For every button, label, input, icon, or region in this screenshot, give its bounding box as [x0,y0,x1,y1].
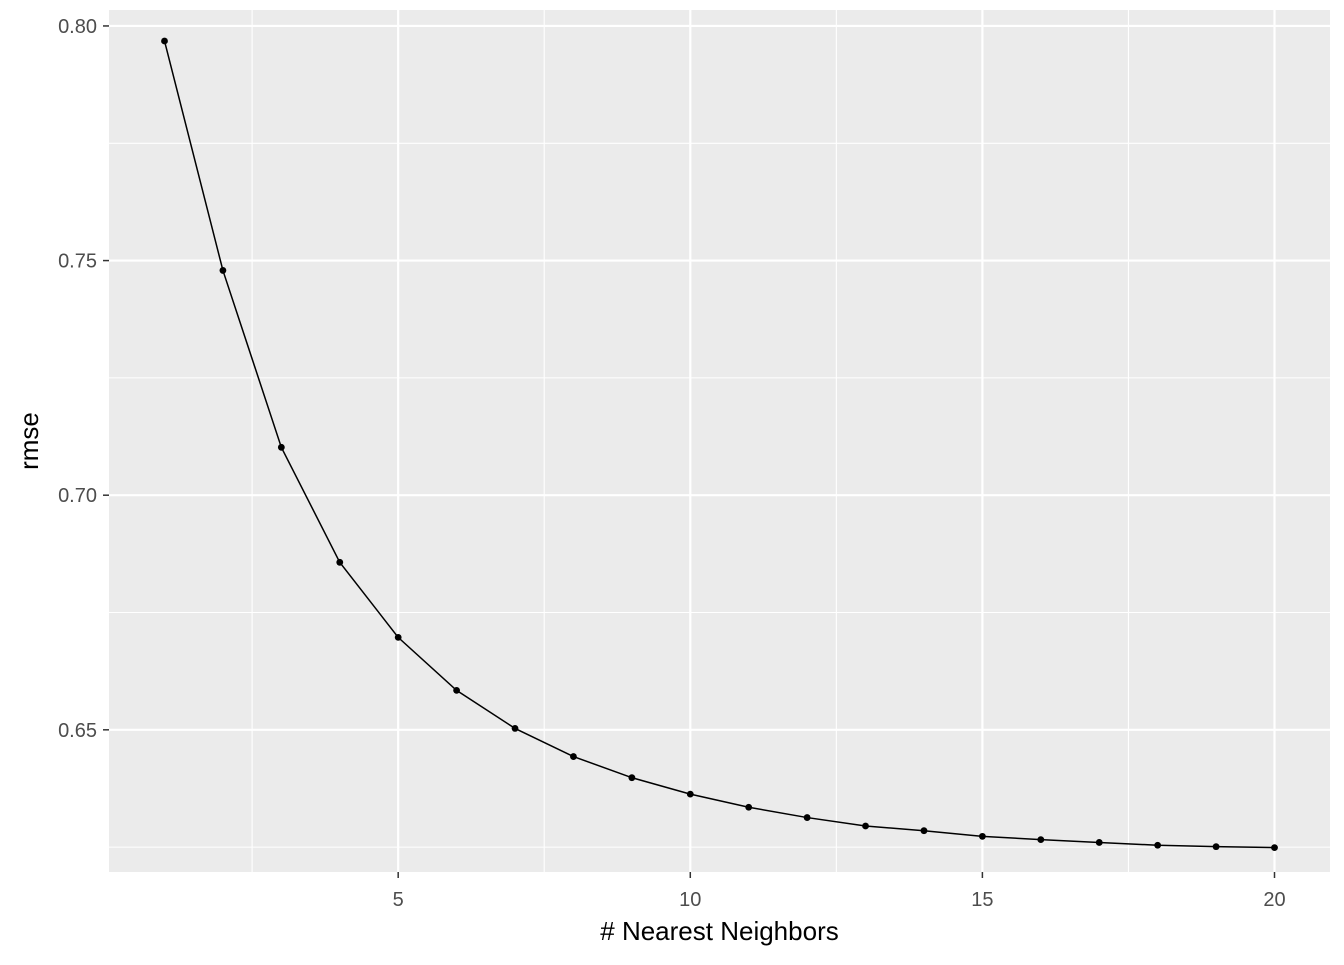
y-tick-label: 0.70 [58,485,97,507]
x-tick-label: 20 [1263,889,1285,911]
x-axis-title: # Nearest Neighbors [600,916,838,946]
data-point [1212,843,1220,851]
plot-panel [109,10,1330,872]
x-tick-label: 10 [679,889,701,911]
data-point [803,814,811,821]
y-axis-title: rmse [14,412,44,470]
data-point [570,753,577,760]
data-point [686,790,694,798]
data-point [628,774,636,782]
x-tick-label: 15 [971,889,993,911]
data-point [978,832,986,840]
data-point [1095,839,1103,846]
series-line [163,40,1275,849]
major-gridlines [109,10,1330,872]
y-tick-label: 0.75 [58,251,97,273]
data-point [277,443,285,451]
data-point [161,37,168,45]
y-tick-label: 0.80 [58,16,97,38]
data-point [745,803,753,811]
x-tick-label: 5 [393,889,404,911]
data-point [453,687,461,694]
y-tick-label: 0.65 [58,720,97,742]
data-point [219,267,227,274]
data-point [1271,844,1278,851]
data-point [1037,836,1045,844]
data-point [920,827,928,835]
data-point [1154,841,1162,849]
data-point [862,822,869,830]
data-point [336,558,344,566]
minor-gridlines [109,10,1330,872]
data-point [511,725,519,732]
axis-tick-labels: 5 10 15 20 0.65 0.70 0.75 0.80 [58,16,1286,911]
data-point [394,633,402,641]
axis-ticks [103,25,1276,878]
data-points [161,37,1278,851]
